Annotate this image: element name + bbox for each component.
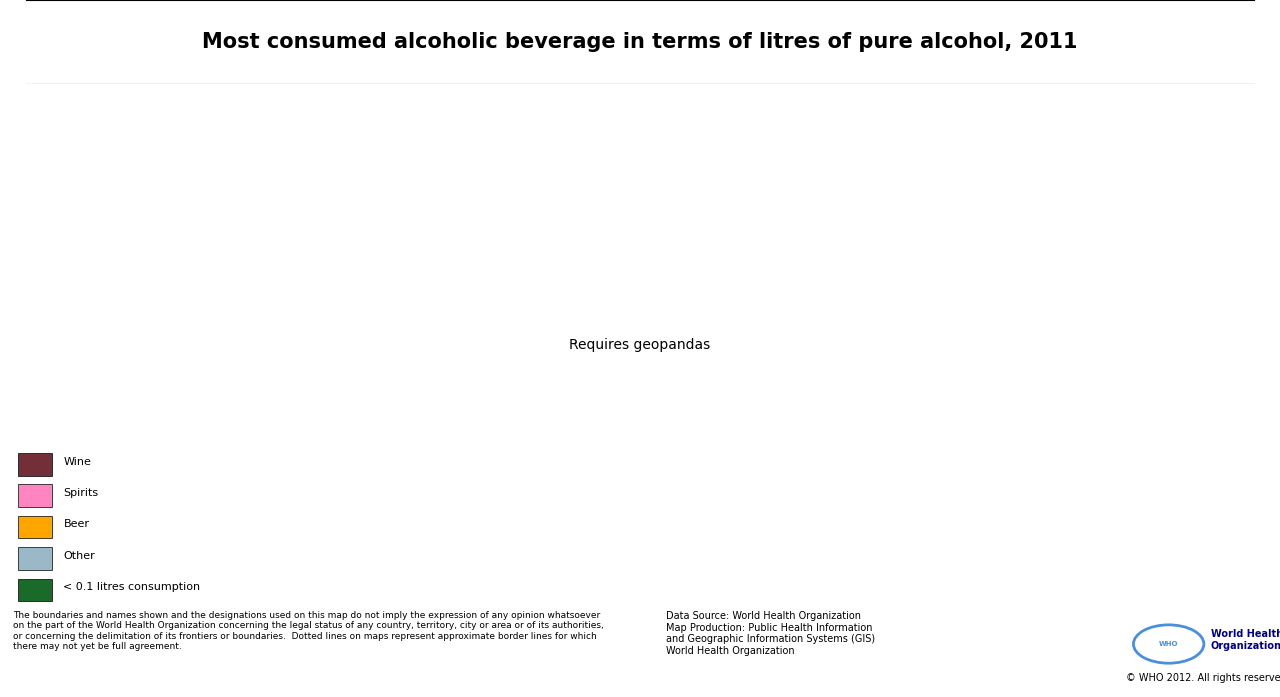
Text: Data Source: World Health Organization
Map Production: Public Health Information: Data Source: World Health Organization M…: [666, 611, 874, 656]
Text: The boundaries and names shown and the designations used on this map do not impl: The boundaries and names shown and the d…: [13, 611, 604, 651]
FancyBboxPatch shape: [18, 453, 52, 475]
FancyBboxPatch shape: [18, 579, 52, 601]
Text: Wine: Wine: [64, 457, 91, 467]
FancyBboxPatch shape: [18, 516, 52, 538]
FancyBboxPatch shape: [18, 484, 52, 507]
FancyBboxPatch shape: [18, 547, 52, 570]
Text: Most consumed alcoholic beverage in terms of litres of pure alcohol, 2011: Most consumed alcoholic beverage in term…: [202, 32, 1078, 52]
Text: Other: Other: [64, 551, 95, 561]
Text: Beer: Beer: [64, 519, 90, 530]
Text: Requires geopandas: Requires geopandas: [570, 338, 710, 352]
Text: World Health
Organization: World Health Organization: [1211, 629, 1280, 651]
Text: © WHO 2012. All rights reserved.: © WHO 2012. All rights reserved.: [1126, 673, 1280, 683]
Text: Spirits: Spirits: [64, 488, 99, 498]
Text: < 0.1 litres consumption: < 0.1 litres consumption: [64, 582, 201, 592]
Text: WHO: WHO: [1158, 641, 1179, 647]
